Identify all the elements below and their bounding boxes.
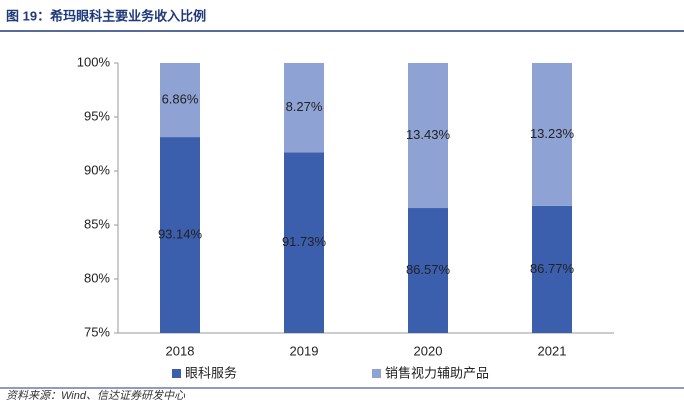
data-label: 13.43% [406,127,451,142]
data-label: 6.86% [162,91,199,106]
y-tick-label: 100% [77,54,111,69]
bar-segment [284,63,324,153]
legend-label: 销售视力辅助产品 [385,365,489,380]
bar-segment [532,205,572,333]
y-tick-label: 90% [84,162,110,177]
x-tick-label: 2018 [166,343,195,358]
bar-segment [408,63,448,209]
x-tick-label: 2019 [290,343,319,358]
legend-swatch [372,369,381,378]
y-tick-label: 95% [84,108,110,123]
x-tick-label: 2020 [414,343,443,358]
data-label: 13.23% [530,126,575,141]
bar-segment [160,63,200,138]
chart-title: 图 19：希玛眼科主要业务收入比例 [6,8,206,23]
data-label: 91.73% [282,234,327,249]
bar-segment [408,208,448,333]
source: 资料来源：Wind、信达证券研发中心 [6,389,186,401]
data-label: 86.77% [530,261,575,276]
bar-segment [160,137,200,333]
data-label: 8.27% [286,99,323,114]
y-tick-label: 85% [84,216,110,231]
legend-swatch [172,369,181,378]
y-tick-label: 75% [84,324,110,339]
bar-segment [532,63,572,206]
legend-label: 眼科服务 [185,365,237,380]
data-label: 86.57% [406,262,451,277]
bar-segment [284,152,324,333]
x-tick-label: 2021 [538,343,567,358]
data-label: 93.14% [158,226,203,241]
y-tick-label: 80% [84,270,110,285]
